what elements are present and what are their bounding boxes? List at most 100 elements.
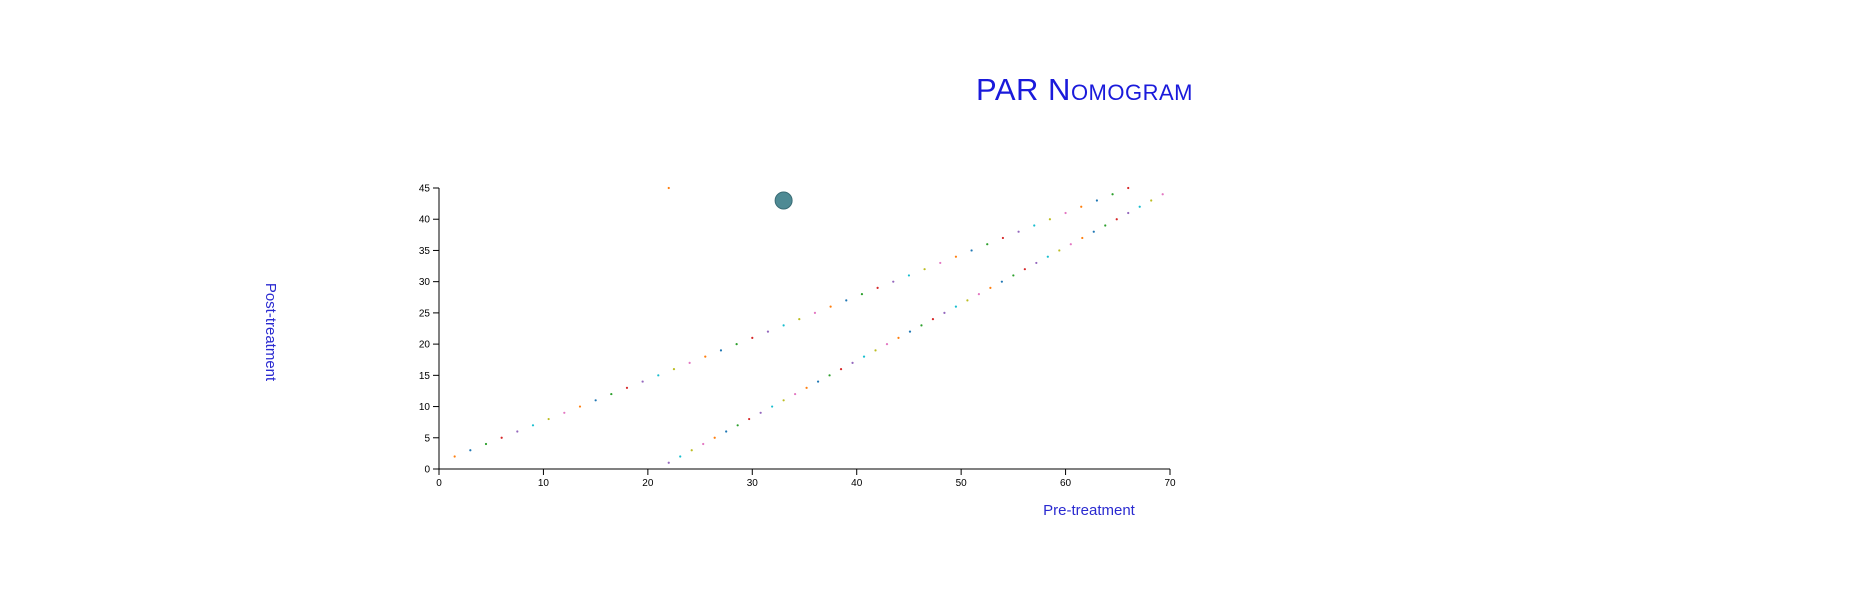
x-tick-label: 70 xyxy=(1164,478,1176,489)
data-point xyxy=(704,355,707,358)
data-point xyxy=(839,367,843,371)
data-point xyxy=(860,293,864,296)
x-axis-title: Pre-treatment xyxy=(1043,502,1136,519)
y-tick-label: 35 xyxy=(419,246,431,257)
data-point xyxy=(813,311,817,314)
data-point xyxy=(954,305,958,308)
data-point xyxy=(725,430,728,433)
y-tick-label: 0 xyxy=(424,465,430,476)
data-point xyxy=(641,380,644,383)
x-tick-label: 10 xyxy=(538,478,550,489)
data-point xyxy=(885,343,889,346)
data-point xyxy=(939,261,942,265)
data-point xyxy=(1033,224,1036,227)
data-point xyxy=(897,336,900,339)
data-point xyxy=(1001,236,1005,240)
data-point xyxy=(805,386,808,389)
data-point xyxy=(1046,255,1049,258)
data-point xyxy=(986,243,989,246)
y-axis: 0 5 10 15 20 25 30 35 40 45 xyxy=(419,184,440,476)
y-axis-title: Post-treatment xyxy=(262,283,279,382)
data-point xyxy=(563,411,566,414)
y-tick-label: 40 xyxy=(419,215,431,226)
y-tick-label: 20 xyxy=(419,340,431,351)
data-point xyxy=(759,411,762,414)
selected-point-marker[interactable] xyxy=(774,191,793,210)
data-point xyxy=(931,318,935,321)
y-tick-label: 10 xyxy=(419,402,431,413)
data-point xyxy=(1064,211,1067,215)
data-point xyxy=(1161,193,1164,196)
data-point xyxy=(1069,243,1072,246)
data-point xyxy=(688,361,691,364)
data-point xyxy=(1081,236,1084,240)
data-point xyxy=(702,442,705,446)
data-point xyxy=(771,405,774,408)
data-point xyxy=(766,330,770,333)
data-point xyxy=(829,305,832,308)
y-tick-label: 15 xyxy=(419,371,431,382)
data-point xyxy=(1017,230,1020,233)
data-point xyxy=(1092,230,1095,233)
data-point xyxy=(1150,199,1153,202)
data-point xyxy=(594,399,597,402)
data-point xyxy=(845,299,848,302)
data-point xyxy=(1048,218,1052,221)
data-point xyxy=(516,430,519,433)
data-point xyxy=(970,249,973,252)
y-tick-label: 45 xyxy=(419,184,431,195)
data-point xyxy=(736,424,739,427)
data-point xyxy=(1138,205,1141,208)
data-point xyxy=(1058,249,1061,252)
data-point xyxy=(713,436,716,439)
x-tick-label: 40 xyxy=(851,478,863,489)
data-point xyxy=(907,274,911,277)
data-point xyxy=(782,399,785,402)
data-point xyxy=(989,286,992,290)
data-point xyxy=(719,349,723,352)
data-point xyxy=(943,311,946,314)
data-point xyxy=(1127,186,1130,190)
y-tick-label: 30 xyxy=(419,277,431,288)
data-point xyxy=(672,367,676,371)
data-point xyxy=(1111,193,1114,196)
data-point xyxy=(484,442,488,446)
data-point xyxy=(657,374,660,377)
x-tick-label: 50 xyxy=(956,478,968,489)
data-point xyxy=(748,417,751,421)
data-point xyxy=(851,361,854,364)
y-tick-label: 5 xyxy=(424,433,430,444)
y-tick-label: 25 xyxy=(419,308,431,319)
data-point xyxy=(610,392,613,396)
data-point xyxy=(690,449,693,452)
data-point xyxy=(469,449,472,452)
x-axis: 0 10 20 30 40 50 60 70 xyxy=(436,468,1176,489)
data-point xyxy=(862,355,866,358)
data-point xyxy=(1035,261,1038,265)
data-point xyxy=(1095,199,1098,202)
data-point xyxy=(578,405,582,408)
data-point xyxy=(547,417,550,421)
data-point xyxy=(923,268,926,271)
x-tick-label: 60 xyxy=(1060,478,1072,489)
data-point xyxy=(453,455,456,458)
data-point xyxy=(874,349,877,352)
data-point xyxy=(1023,268,1026,271)
data-point xyxy=(751,336,754,339)
data-point xyxy=(782,324,785,327)
data-point xyxy=(920,324,923,327)
x-tick-label: 20 xyxy=(642,478,654,489)
data-point xyxy=(1127,211,1130,215)
data-point xyxy=(735,343,738,346)
data-point xyxy=(625,386,629,389)
data-point xyxy=(1080,205,1083,208)
data-point xyxy=(977,293,980,296)
data-point xyxy=(954,255,958,258)
data-points xyxy=(453,186,1164,464)
x-tick-label: 30 xyxy=(747,478,759,489)
data-point xyxy=(908,330,912,333)
x-tick-label: 0 xyxy=(436,478,442,489)
data-point xyxy=(1012,274,1015,277)
data-point xyxy=(798,318,801,321)
